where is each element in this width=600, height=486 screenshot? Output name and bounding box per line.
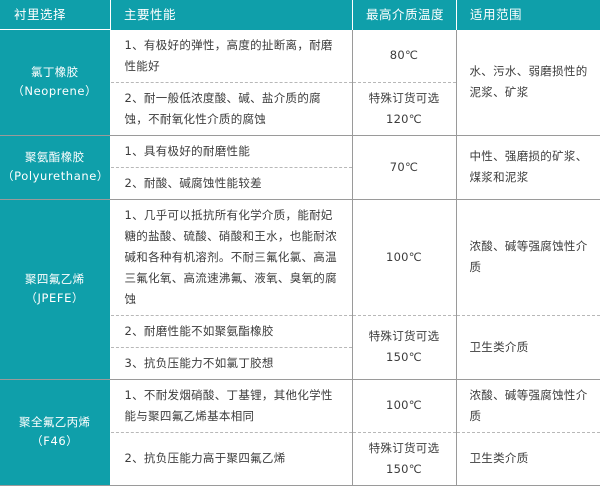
material-cell-jpefe: 聚四氟乙烯 （JPEFE） xyxy=(0,198,111,380)
range-cell: 浓酸、碱等强腐蚀性介质 xyxy=(456,379,600,433)
material-name-cn: 氯丁橡胶 xyxy=(30,65,79,80)
material-name-en: （Neoprene） xyxy=(12,84,98,99)
temperature-value: 80℃ xyxy=(389,48,419,62)
range-cell: 水、污水、弱磨损性的泥浆、矿浆 xyxy=(456,29,600,136)
table-row: 2、耐磨性能不如聚氨酯橡胶 特殊订货可选 150℃ 卫生类介质 xyxy=(0,315,600,380)
temperature-cell: 100℃ xyxy=(352,379,457,433)
property-cell: 1、具有极好的耐磨性能 xyxy=(110,135,353,168)
table-row: 3、抗负压能力不如氯丁胶想 xyxy=(0,347,600,380)
temperature-cell: 特殊订货可选 150℃ xyxy=(352,315,457,380)
table-row: 聚氨酯橡胶 （Polyurethane） 1、具有极好的耐磨性能 70℃ 中性、… xyxy=(0,134,600,200)
temperature-cell: 特殊订货可选 120℃ xyxy=(352,82,457,136)
property-cell: 1、不耐发烟硝酸、丁基锂，其他化学性能与聚四氟乙烯基本相同 xyxy=(110,379,353,433)
material-name-cn: 聚氨酯橡胶 xyxy=(25,150,85,164)
table-row: 聚全氟乙丙烯 （F46） 1、不耐发烟硝酸、丁基锂，其他化学性能与聚四氟乙烯基本… xyxy=(0,378,600,486)
temperature-value: 150℃ xyxy=(385,461,423,476)
property-cell: 1、有极好的弹性，高度的扯断离，耐磨性能好 xyxy=(110,29,353,83)
temperature-note: 特殊订货可选 xyxy=(368,90,440,105)
header-cell-application-range: 适用范围 xyxy=(456,0,600,30)
table-row: 聚四氟乙烯 （JPEFE） 1、几乎可以抵抗所有化学介质，能耐妃糖的盐酸、硫酸、… xyxy=(0,198,600,380)
material-name-cn: 聚四氟乙烯 xyxy=(25,272,85,286)
temperature-note: 特殊订货可选 xyxy=(368,329,440,343)
temperature-value: 120℃ xyxy=(385,111,423,126)
header-cell-main-properties: 主要性能 xyxy=(110,0,352,30)
temperature-cell: 80℃ xyxy=(352,29,457,83)
table-row: 2、耐酸、碱腐蚀性能较差 xyxy=(0,167,600,200)
table-header: 衬里选择 主要性能 最高介质温度 适用范围 xyxy=(0,0,600,30)
range-cell: 卫生类介质 xyxy=(456,315,600,380)
material-name-cn: 聚全氟乙丙烯 xyxy=(19,415,91,429)
temperature-cell: 特殊订货可选 150℃ xyxy=(352,432,457,486)
temperature-note: 特殊订货可选 xyxy=(368,440,440,455)
property-cell: 2、耐磨性能不如聚氨酯橡胶 xyxy=(110,315,353,348)
table-row: 2、耐一般低浓度酸、碱、盐介质的腐蚀，不耐氧化性介质的腐蚀 特殊订货可选 120… xyxy=(0,82,600,136)
property-cell: 2、耐酸、碱腐蚀性能较差 xyxy=(110,167,353,200)
table-body: 氯丁橡胶 （Neoprene） 1、有极好的弹性，高度的扯断离，耐磨性能好 80… xyxy=(0,29,600,486)
range-cell: 卫生类介质 xyxy=(456,432,600,486)
property-cell: 2、耐一般低浓度酸、碱、盐介质的腐蚀，不耐氧化性介质的腐蚀 xyxy=(110,82,353,136)
temperature-value: 100℃ xyxy=(385,398,423,412)
temperature-value: 70℃ xyxy=(389,159,419,174)
property-cell: 1、几乎可以抵抗所有化学介质，能耐妃糖的盐酸、硫酸、硝酸和王水，也能耐浓碱和各种… xyxy=(110,199,353,316)
header-cell-lining-selection: 衬里选择 xyxy=(0,0,110,30)
property-cell: 3、抗负压能力不如氯丁胶想 xyxy=(110,347,353,380)
header-row: 衬里选择 主要性能 最高介质温度 适用范围 xyxy=(0,0,600,30)
material-name-en: （F46） xyxy=(31,434,79,448)
material-name-en: （JPEFE） xyxy=(25,291,85,305)
table-row: 氯丁橡胶 （Neoprene） 1、有极好的弹性，高度的扯断离，耐磨性能好 80… xyxy=(0,29,600,136)
temperature-cell: 70℃ xyxy=(352,135,457,200)
material-cell-neoprene: 氯丁橡胶 （Neoprene） xyxy=(0,29,111,136)
range-cell: 浓酸、碱等强腐蚀性介质 xyxy=(456,199,600,316)
header-cell-max-temperature: 最高介质温度 xyxy=(352,0,456,30)
range-cell: 中性、强磨损的矿浆、煤浆和泥浆 xyxy=(456,135,600,200)
temperature-cell: 100℃ xyxy=(352,199,457,316)
material-name-en: （Polyurethane） xyxy=(2,169,110,183)
property-cell: 2、抗负压能力高于聚四氟乙烯 xyxy=(110,432,353,486)
material-cell-f46: 聚全氟乙丙烯 （F46） xyxy=(0,378,111,486)
temperature-value: 100℃ xyxy=(385,249,423,264)
material-cell-polyurethane: 聚氨酯橡胶 （Polyurethane） xyxy=(0,134,111,200)
temperature-value: 150℃ xyxy=(385,350,423,364)
